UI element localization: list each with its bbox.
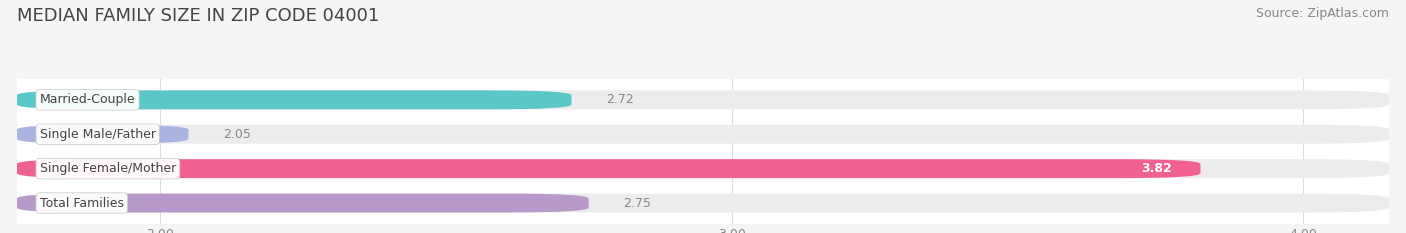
Text: 2.75: 2.75: [623, 197, 651, 209]
FancyBboxPatch shape: [17, 194, 589, 212]
FancyBboxPatch shape: [17, 194, 1389, 212]
FancyBboxPatch shape: [17, 159, 1201, 178]
FancyBboxPatch shape: [17, 90, 1389, 109]
FancyBboxPatch shape: [17, 125, 1389, 144]
Text: Source: ZipAtlas.com: Source: ZipAtlas.com: [1256, 7, 1389, 20]
Text: Total Families: Total Families: [39, 197, 124, 209]
Text: 2.72: 2.72: [606, 93, 634, 106]
FancyBboxPatch shape: [17, 90, 571, 109]
Text: Single Female/Mother: Single Female/Mother: [39, 162, 176, 175]
Text: MEDIAN FAMILY SIZE IN ZIP CODE 04001: MEDIAN FAMILY SIZE IN ZIP CODE 04001: [17, 7, 380, 25]
FancyBboxPatch shape: [17, 159, 1389, 178]
Text: Married-Couple: Married-Couple: [39, 93, 135, 106]
Text: 2.05: 2.05: [222, 128, 250, 141]
Text: Single Male/Father: Single Male/Father: [39, 128, 156, 141]
FancyBboxPatch shape: [17, 125, 188, 144]
Text: 3.82: 3.82: [1142, 162, 1171, 175]
